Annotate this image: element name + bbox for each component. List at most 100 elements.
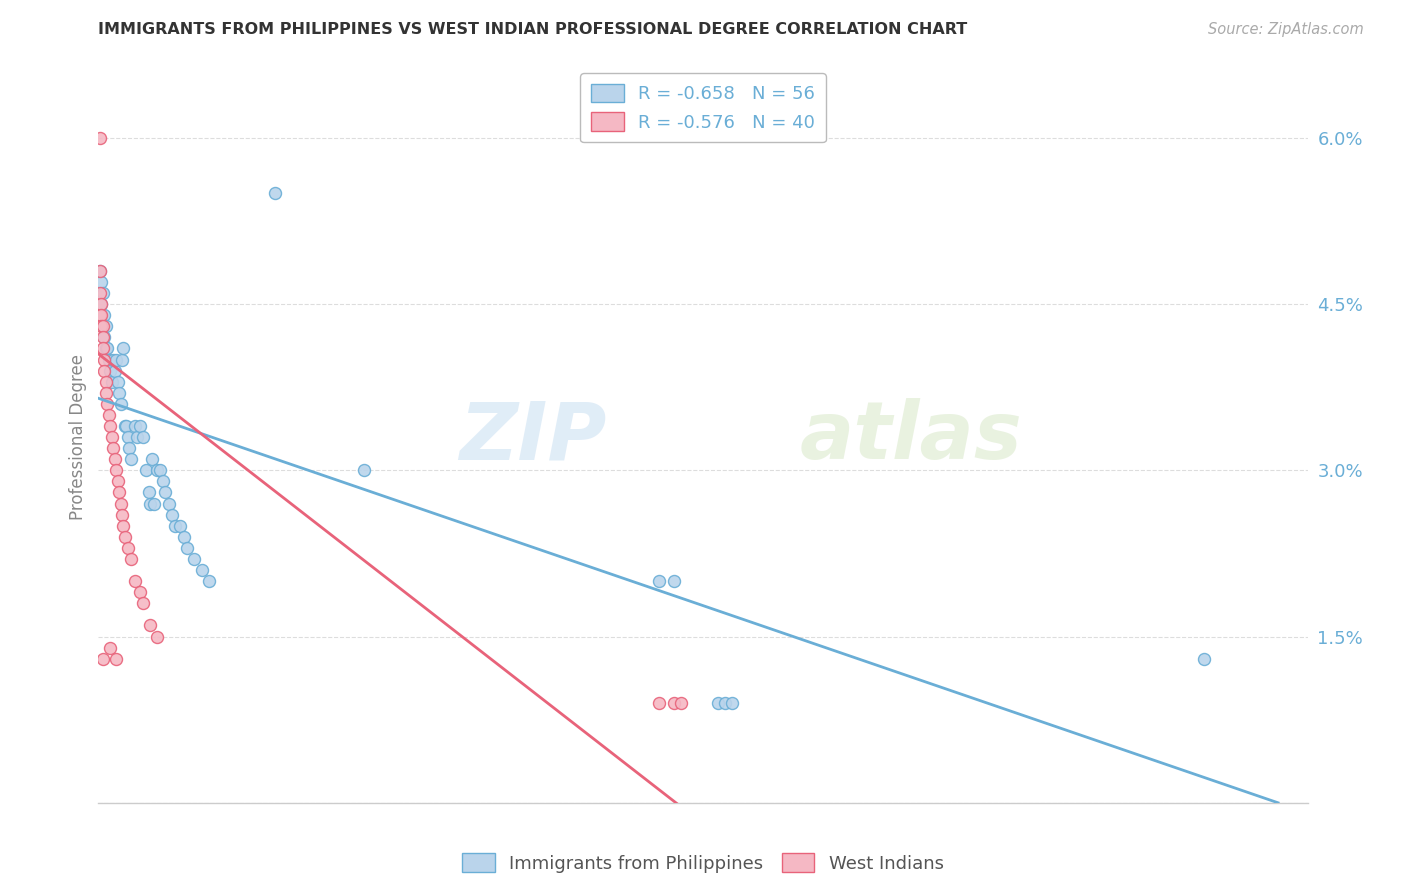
Point xyxy=(93,308,115,322)
Point xyxy=(157,497,180,511)
Point xyxy=(721,696,744,710)
Point xyxy=(114,419,136,434)
Point xyxy=(90,308,112,322)
Point xyxy=(90,297,112,311)
Point xyxy=(89,264,111,278)
Point xyxy=(120,452,142,467)
Point xyxy=(135,463,157,477)
Point xyxy=(117,541,139,555)
Y-axis label: Professional Degree: Professional Degree xyxy=(69,354,87,520)
Point xyxy=(104,452,127,467)
Point xyxy=(96,342,118,356)
Point xyxy=(128,419,150,434)
Legend: Immigrants from Philippines, West Indians: Immigrants from Philippines, West Indian… xyxy=(454,844,952,881)
Point xyxy=(105,352,128,367)
Point xyxy=(105,463,128,477)
Point xyxy=(100,430,122,444)
Point xyxy=(98,640,121,655)
Point xyxy=(93,330,115,344)
Point xyxy=(94,342,117,356)
Point xyxy=(112,518,135,533)
Point xyxy=(118,441,141,455)
Point xyxy=(94,385,117,400)
Point xyxy=(108,485,131,500)
Point xyxy=(98,419,121,434)
Point xyxy=(108,385,131,400)
Point xyxy=(1194,651,1216,665)
Point xyxy=(124,419,146,434)
Point xyxy=(98,363,121,377)
Point xyxy=(93,352,115,367)
Point xyxy=(104,363,127,377)
Point xyxy=(669,696,692,710)
Text: Source: ZipAtlas.com: Source: ZipAtlas.com xyxy=(1208,22,1364,37)
Point xyxy=(111,352,134,367)
Point xyxy=(124,574,146,589)
Point xyxy=(120,552,142,566)
Point xyxy=(264,186,287,201)
Point xyxy=(648,574,671,589)
Point xyxy=(117,430,139,444)
Point xyxy=(91,285,114,300)
Point xyxy=(153,485,176,500)
Point xyxy=(173,530,195,544)
Point xyxy=(97,352,120,367)
Point xyxy=(94,375,117,389)
Point xyxy=(89,285,111,300)
Point xyxy=(714,696,737,710)
Text: IMMIGRANTS FROM PHILIPPINES VS WEST INDIAN PROFESSIONAL DEGREE CORRELATION CHART: IMMIGRANTS FROM PHILIPPINES VS WEST INDI… xyxy=(98,22,967,37)
Point xyxy=(662,574,685,589)
Point xyxy=(91,319,114,334)
Point xyxy=(160,508,183,522)
Point xyxy=(183,552,205,566)
Point xyxy=(141,452,163,467)
Point xyxy=(101,441,124,455)
Point xyxy=(101,352,124,367)
Point xyxy=(131,430,153,444)
Text: ZIP: ZIP xyxy=(458,398,606,476)
Point xyxy=(105,651,128,665)
Point xyxy=(152,475,174,489)
Point xyxy=(138,485,160,500)
Point xyxy=(89,308,111,322)
Point xyxy=(198,574,221,589)
Point xyxy=(706,696,728,710)
Point xyxy=(91,651,114,665)
Point xyxy=(190,563,212,577)
Point xyxy=(89,264,111,278)
Point xyxy=(107,475,129,489)
Point xyxy=(89,131,111,145)
Point xyxy=(648,696,671,710)
Point xyxy=(125,430,148,444)
Point xyxy=(110,497,132,511)
Point xyxy=(91,330,114,344)
Point xyxy=(139,497,162,511)
Point xyxy=(143,497,166,511)
Point xyxy=(131,596,153,610)
Point xyxy=(97,408,120,422)
Point xyxy=(91,342,114,356)
Point xyxy=(114,530,136,544)
Point xyxy=(96,397,118,411)
Point xyxy=(165,518,187,533)
Point xyxy=(111,508,134,522)
Point xyxy=(115,419,138,434)
Point xyxy=(100,375,122,389)
Point xyxy=(90,319,112,334)
Point xyxy=(176,541,198,555)
Point xyxy=(146,463,169,477)
Point xyxy=(90,297,112,311)
Point xyxy=(169,518,191,533)
Point xyxy=(149,463,172,477)
Point xyxy=(112,342,135,356)
Point xyxy=(110,397,132,411)
Point xyxy=(94,319,117,334)
Text: atlas: atlas xyxy=(800,398,1022,476)
Point xyxy=(90,275,112,289)
Point xyxy=(139,618,162,632)
Point xyxy=(107,375,129,389)
Point xyxy=(91,319,114,334)
Point xyxy=(93,363,115,377)
Point xyxy=(146,630,169,644)
Point xyxy=(662,696,685,710)
